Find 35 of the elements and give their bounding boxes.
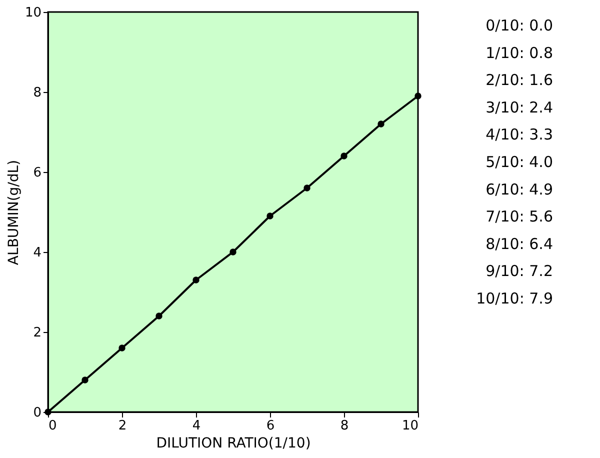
text: 1/10: 0.8 xyxy=(486,44,553,62)
x-tick-label: 10 xyxy=(402,418,418,434)
x-tick-label: 6 xyxy=(266,418,275,434)
point xyxy=(118,344,126,352)
y-tick-label: 6 xyxy=(33,166,42,180)
text: 5/10: 4.0 xyxy=(486,153,553,171)
text: 2/10: 1.6 xyxy=(486,71,553,90)
y-axis-title: ALBUMIN(g/dL) xyxy=(6,160,22,266)
x-tick-label: 8 xyxy=(340,418,349,434)
x-tick-label: 0 xyxy=(48,418,57,434)
text: 4/10: 3.3 xyxy=(486,126,553,144)
text: 8/10: 6.4 xyxy=(486,234,553,253)
point xyxy=(304,184,310,192)
point xyxy=(378,120,384,128)
point xyxy=(192,276,200,284)
text: 6/10: 4.9 xyxy=(486,180,553,198)
text: 7/10: 5.6 xyxy=(486,208,553,226)
x-tick-label: 2 xyxy=(118,418,127,434)
y-tick-label: 8 xyxy=(33,86,42,100)
y-tick-label: 10 xyxy=(24,6,42,20)
point xyxy=(82,376,88,384)
text: 10/10: 7.9 xyxy=(476,289,553,308)
y-tick-label: 4 xyxy=(33,246,42,260)
y-tick-label: 2 xyxy=(33,326,42,340)
point xyxy=(414,92,422,100)
text: 9/10: 7.2 xyxy=(486,262,553,280)
text: 3/10: 2.4 xyxy=(486,98,553,116)
x-axis-title: DILUTION RATIO(1/10) xyxy=(156,436,311,452)
point xyxy=(266,212,274,220)
text: 0/10: 0.0 xyxy=(486,16,553,35)
point xyxy=(230,248,236,256)
point xyxy=(340,152,348,160)
y-tick-label: 0 xyxy=(33,406,42,420)
point xyxy=(156,312,162,320)
x-tick-label: 4 xyxy=(192,418,201,434)
